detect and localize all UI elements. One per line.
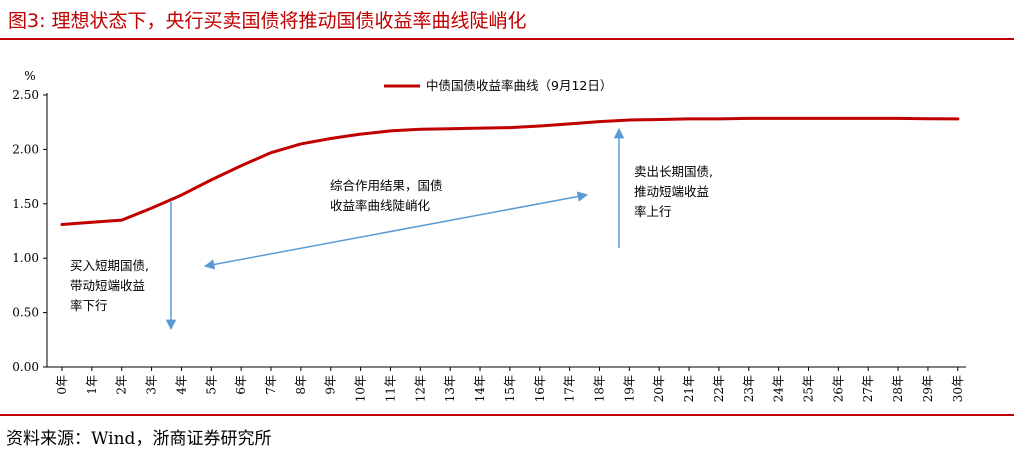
y-tick-label: 2.50	[12, 88, 39, 102]
x-tick-label: 10年	[354, 375, 368, 402]
x-tick-label: 3年	[145, 375, 159, 395]
x-tick-label: 13年	[443, 375, 457, 402]
x-tick-label: 26年	[831, 375, 845, 402]
bottom-rule	[0, 414, 1014, 416]
x-tick-label: 21年	[682, 375, 696, 402]
x-tick-label: 9年	[324, 375, 338, 395]
y-tick-label: 0.50	[12, 306, 39, 320]
y-tick-label: 2.00	[12, 142, 39, 156]
x-tick-label: 8年	[294, 375, 308, 395]
x-tick-label: 15年	[503, 375, 517, 402]
annotation-steepening-label: 收益率曲线陡峭化	[330, 198, 431, 213]
source-note: 资料来源：Wind，浙商证券研究所	[6, 429, 272, 449]
figure-title: 图3: 理想状态下，央行买卖国债将推动国债收益率曲线陡峭化	[8, 10, 527, 32]
x-tick-label: 1年	[85, 375, 99, 395]
x-tick-label: 5年	[204, 375, 218, 395]
x-tick-label: 22年	[712, 375, 726, 402]
annotation-long-end-label: 推动短端收益	[634, 184, 709, 199]
top-rule	[0, 38, 1014, 40]
y-tick-label: 1.00	[12, 251, 39, 265]
x-tick-label: 24年	[772, 375, 786, 402]
x-tick-label: 18年	[592, 375, 606, 402]
x-tick-label: 17年	[563, 375, 577, 402]
annotation-short-end-label: 买入短期国债,	[70, 258, 149, 273]
annotation-long-end-label: 卖出长期国债,	[634, 164, 713, 179]
x-tick-label: 19年	[622, 375, 636, 402]
x-tick-label: 11年	[383, 375, 397, 402]
legend-label: 中债国债收益率曲线（9月12日）	[426, 78, 612, 93]
annotation-steepening-label: 综合作用结果，国债	[330, 178, 443, 193]
x-tick-label: 20年	[652, 375, 666, 402]
series-line	[60, 116, 960, 226]
annotation-short-end-label: 率下行	[70, 298, 108, 313]
x-tick-label: 23年	[742, 375, 756, 402]
annotation-short-end-label: 带动短端收益	[70, 278, 145, 293]
x-tick-label: 28年	[891, 375, 905, 402]
x-tick-label: 7年	[264, 375, 278, 395]
x-tick-label: 2年	[115, 375, 129, 395]
arrow-double	[203, 191, 589, 270]
x-tick-label: 6年	[234, 375, 248, 395]
x-tick-label: 16年	[533, 375, 547, 402]
x-tick-label: 14年	[473, 375, 487, 402]
y-tick-label: 1.50	[12, 197, 39, 211]
x-tick-label: 27年	[861, 375, 875, 402]
annotation-long-end-label: 率上行	[634, 204, 672, 219]
x-tick-label: 29年	[921, 375, 935, 402]
y-axis-unit: %	[24, 69, 35, 83]
x-tick-label: 25年	[801, 375, 815, 402]
x-tick-label: 4年	[174, 375, 188, 395]
x-tick-label: 30年	[951, 375, 965, 402]
x-tick-label: 12年	[413, 375, 427, 402]
x-tick-label: 0年	[55, 375, 69, 395]
y-tick-label: 0.00	[12, 360, 39, 374]
